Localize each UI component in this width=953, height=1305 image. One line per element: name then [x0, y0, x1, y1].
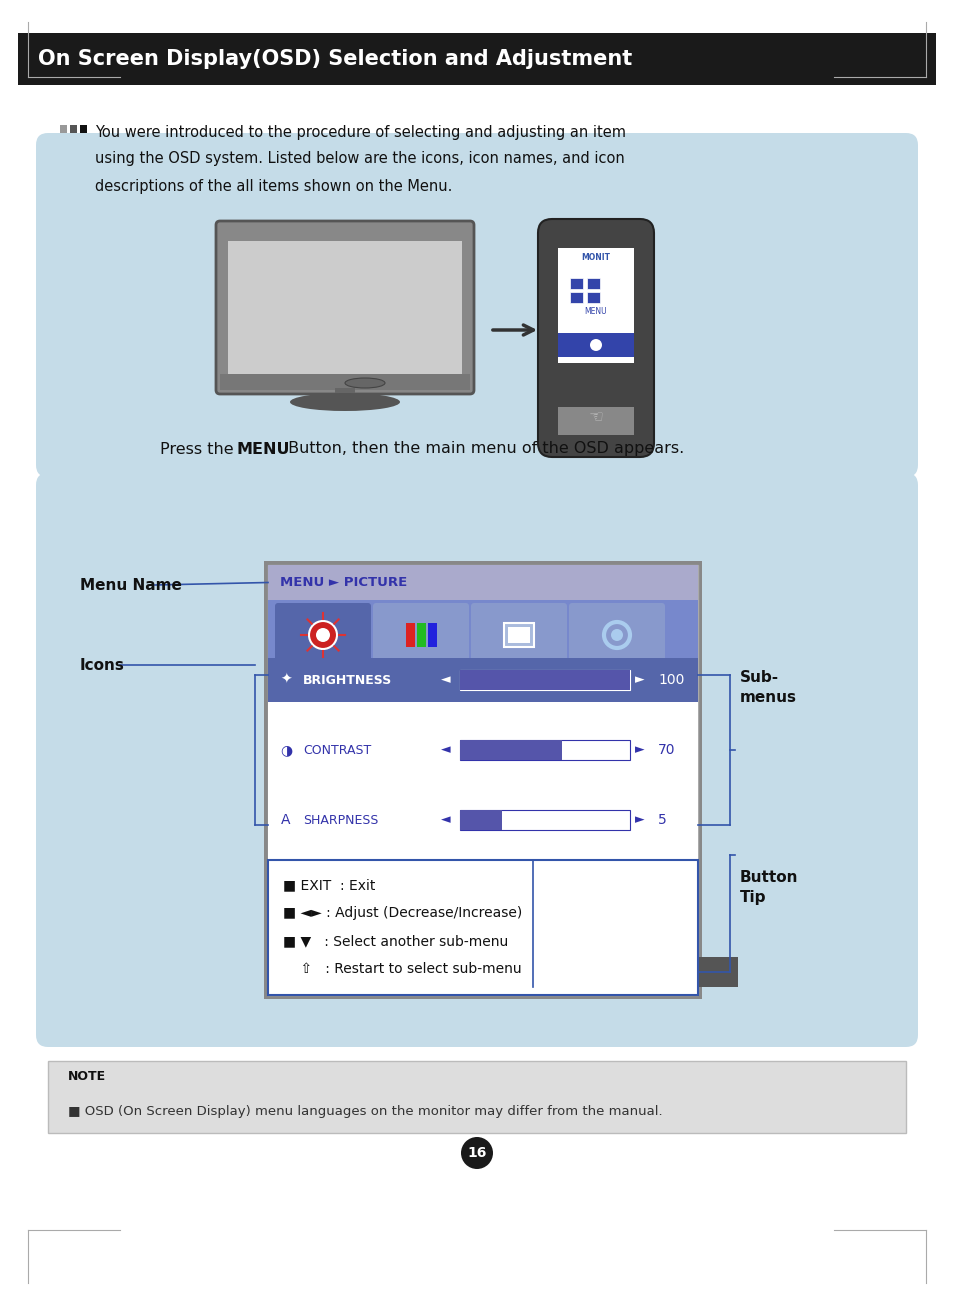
Bar: [558, 248, 634, 363]
FancyBboxPatch shape: [274, 603, 371, 667]
Text: MENU: MENU: [584, 307, 607, 316]
Bar: [586, 278, 599, 288]
Text: ✦: ✦: [280, 673, 292, 686]
Text: ■ ◄► : Adjust (Decrease/Increase): ■ ◄► : Adjust (Decrease/Increase): [283, 906, 521, 920]
Bar: [459, 669, 629, 690]
Bar: [80, 125, 87, 134]
Bar: [268, 565, 698, 600]
Bar: [268, 565, 698, 994]
Text: NOTE: NOTE: [68, 1070, 106, 1083]
Bar: [507, 626, 530, 643]
Text: MONIT: MONIT: [581, 253, 610, 262]
Text: 5: 5: [658, 813, 666, 827]
FancyBboxPatch shape: [36, 133, 917, 478]
Bar: [368, 957, 738, 987]
FancyBboxPatch shape: [537, 219, 654, 457]
Bar: [220, 375, 470, 390]
Text: Press the: Press the: [160, 441, 238, 457]
Bar: [60, 125, 67, 134]
FancyBboxPatch shape: [36, 472, 917, 1047]
Text: SHARPNESS: SHARPNESS: [303, 813, 378, 826]
Bar: [416, 622, 426, 647]
Bar: [268, 917, 698, 955]
Text: 70: 70: [658, 743, 675, 757]
FancyBboxPatch shape: [215, 221, 474, 394]
Bar: [268, 860, 698, 994]
Text: Sub-
menus: Sub- menus: [740, 669, 796, 705]
Bar: [503, 622, 534, 647]
Bar: [459, 669, 629, 690]
Text: Button, then the main menu of the OSD appears.: Button, then the main menu of the OSD ap…: [283, 441, 683, 457]
Text: MENU ► PICTURE: MENU ► PICTURE: [280, 576, 407, 589]
Bar: [268, 669, 698, 955]
Bar: [586, 292, 599, 303]
FancyBboxPatch shape: [635, 960, 688, 987]
Text: 100: 100: [658, 673, 683, 686]
Text: ↑: ↑: [462, 929, 473, 942]
Text: ◄: ◄: [440, 813, 451, 826]
Text: Button
Tip: Button Tip: [740, 870, 798, 904]
Circle shape: [610, 629, 622, 641]
Bar: [268, 600, 698, 669]
Text: 16: 16: [467, 1146, 486, 1160]
Bar: [569, 278, 582, 288]
Bar: [569, 292, 582, 303]
Text: Icons: Icons: [80, 658, 125, 672]
Bar: [428, 622, 436, 647]
FancyBboxPatch shape: [524, 960, 566, 987]
Text: Menu Name: Menu Name: [80, 578, 182, 592]
Text: ■ ▼   : Select another sub-menu: ■ ▼ : Select another sub-menu: [283, 934, 508, 947]
FancyBboxPatch shape: [471, 603, 566, 667]
Bar: [459, 810, 501, 830]
Bar: [335, 388, 355, 402]
Bar: [228, 241, 461, 378]
FancyBboxPatch shape: [568, 603, 664, 667]
Text: You were introduced to the procedure of selecting and adjusting an item: You were introduced to the procedure of …: [95, 124, 625, 140]
Bar: [268, 658, 698, 702]
Bar: [48, 1061, 905, 1133]
Text: ►: ►: [635, 813, 644, 826]
Bar: [459, 740, 561, 760]
Text: ▼: ▼: [578, 929, 587, 942]
Circle shape: [309, 621, 336, 649]
Bar: [70, 125, 77, 134]
Text: ►: ►: [635, 673, 644, 686]
Bar: [459, 740, 629, 760]
Bar: [18, 33, 935, 85]
Text: ►: ►: [542, 929, 552, 942]
Bar: [558, 407, 634, 435]
Text: On Screen Display(OSD) Selection and Adjustment: On Screen Display(OSD) Selection and Adj…: [38, 50, 632, 69]
Circle shape: [315, 628, 330, 642]
Text: descriptions of the all items shown on the Menu.: descriptions of the all items shown on t…: [95, 179, 452, 193]
Text: ◄: ◄: [508, 929, 517, 942]
Text: EXIT: EXIT: [627, 929, 658, 942]
Text: CONTRAST: CONTRAST: [303, 744, 371, 757]
Text: ◄: ◄: [440, 673, 451, 686]
Text: ◄: ◄: [440, 744, 451, 757]
Text: ■ OSD (On Screen Display) menu languages on the monitor may differ from the manu: ■ OSD (On Screen Display) menu languages…: [68, 1104, 662, 1117]
Circle shape: [460, 1137, 493, 1169]
Ellipse shape: [345, 378, 385, 388]
FancyBboxPatch shape: [373, 603, 469, 667]
Bar: [558, 333, 634, 358]
Bar: [264, 561, 701, 1000]
Text: BRIGHTNESS: BRIGHTNESS: [303, 673, 392, 686]
Circle shape: [589, 339, 601, 351]
Text: ☜: ☜: [588, 408, 603, 425]
Ellipse shape: [290, 393, 399, 411]
Text: ■ EXIT  : Exit: ■ EXIT : Exit: [283, 878, 375, 893]
FancyBboxPatch shape: [375, 960, 416, 987]
FancyBboxPatch shape: [575, 960, 617, 987]
Text: ⇧   : Restart to select sub-menu: ⇧ : Restart to select sub-menu: [283, 962, 521, 976]
Text: A: A: [281, 813, 291, 827]
Text: ►: ►: [635, 744, 644, 757]
Text: using the OSD system. Listed below are the icons, icon names, and icon: using the OSD system. Listed below are t…: [95, 151, 624, 167]
Text: MENU: MENU: [236, 441, 291, 457]
Bar: [459, 810, 629, 830]
Bar: [406, 622, 415, 647]
Text: ◑: ◑: [279, 743, 292, 757]
FancyBboxPatch shape: [475, 960, 517, 987]
FancyBboxPatch shape: [424, 960, 467, 987]
